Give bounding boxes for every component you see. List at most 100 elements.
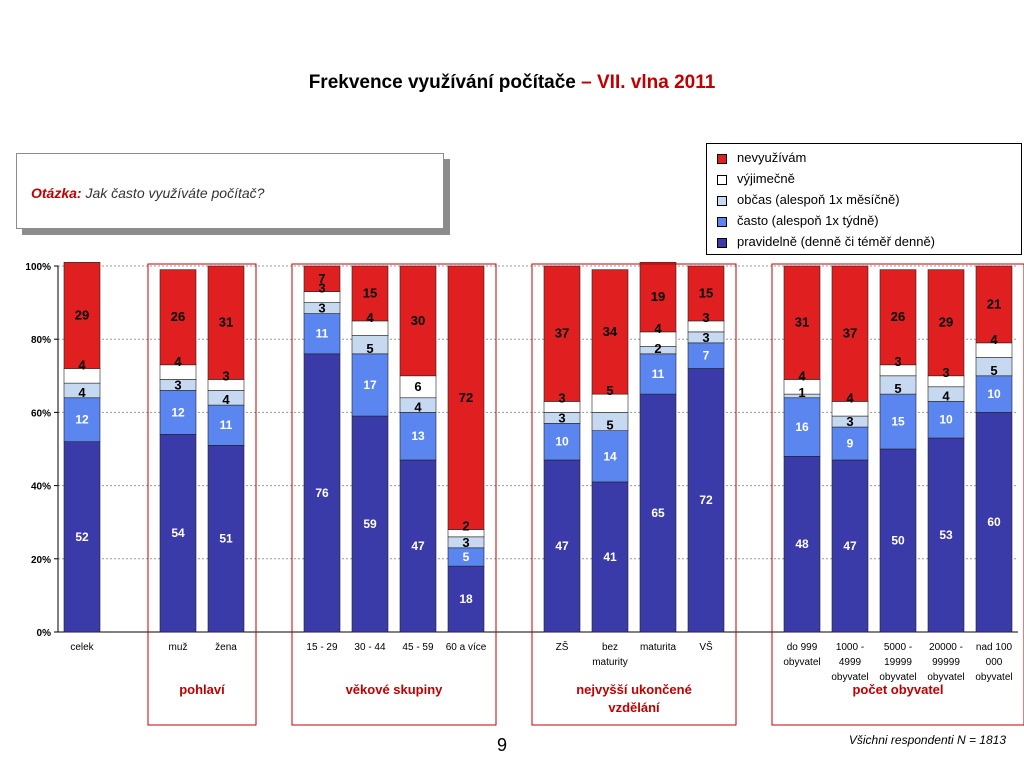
data-label: 52 — [75, 530, 89, 544]
data-label: 4 — [174, 354, 182, 369]
title-main: Frekvence využívání počítače — [308, 72, 576, 93]
bar-segment — [639, 393, 677, 633]
data-label: 54 — [171, 526, 185, 540]
bar-segment — [207, 404, 245, 446]
legend-label: občas (alespoň 1x měsíčně) — [737, 192, 900, 207]
category-label: 99999 — [932, 657, 960, 668]
category-label: ZŠ — [556, 640, 569, 653]
category-label: maturity — [592, 657, 628, 668]
bar-segment — [927, 401, 965, 439]
data-label: 4 — [414, 399, 422, 414]
data-label: 5 — [990, 363, 997, 378]
data-label: 15 — [699, 285, 713, 300]
data-label: 1 — [798, 385, 805, 400]
data-label: 5 — [606, 383, 613, 398]
slide-number: 9 — [497, 735, 508, 755]
data-label: 53 — [939, 528, 953, 542]
y-tick-label: 0% — [37, 628, 52, 639]
bar-segment — [687, 265, 725, 322]
data-label: 3 — [558, 390, 565, 405]
data-label: 65 — [651, 506, 665, 520]
data-label: 15 — [891, 415, 905, 429]
data-label: 2 — [654, 341, 661, 356]
data-label: 41 — [603, 550, 617, 564]
group-frame — [147, 263, 257, 726]
bar-segment — [399, 265, 437, 377]
category-label: 15 - 29 — [306, 642, 338, 653]
data-label: 4 — [78, 385, 86, 400]
bar-segment — [975, 412, 1013, 633]
data-label: 18 — [459, 592, 473, 606]
bar-segment — [783, 456, 821, 633]
title-accent: – VII. vlna 2011 — [581, 72, 716, 93]
data-label: 72 — [459, 390, 473, 405]
group-label: pohlaví — [179, 682, 225, 697]
data-label: 2 — [462, 519, 469, 534]
data-label: 3 — [702, 310, 709, 325]
y-tick-label: 40% — [31, 482, 51, 493]
y-tick-label: 20% — [31, 555, 51, 566]
data-label: 19 — [651, 289, 665, 304]
bar-segment — [927, 269, 965, 377]
bar-segment — [447, 265, 485, 530]
data-label: 59 — [363, 517, 377, 531]
category-label: celek — [70, 642, 94, 653]
group-label: věkové skupiny — [346, 682, 444, 697]
category-label: 30 - 44 — [354, 642, 386, 653]
data-label: 5 — [463, 550, 470, 564]
data-label: 7 — [318, 271, 325, 286]
legend-item: nevyužívám — [717, 148, 806, 168]
category-label: 4999 — [839, 657, 862, 668]
legend-swatch — [717, 175, 727, 185]
bar-segment — [879, 269, 917, 366]
category-label: 1000 - — [836, 642, 864, 653]
data-label: 34 — [603, 324, 618, 339]
data-label: 3 — [318, 281, 325, 296]
chart-title: Frekvence využívání počítače – VII. vlna… — [0, 72, 1024, 94]
data-label: 51 — [219, 532, 233, 546]
data-label: 5 — [366, 341, 373, 356]
stacked-bar-chart: 0%20%40%60%80%100%52124429celek54123426m… — [25, 262, 1024, 726]
category-label: 20000 - — [929, 642, 963, 653]
bar-segment — [639, 262, 677, 333]
category-label: maturita — [640, 642, 677, 653]
bar-segment — [783, 265, 821, 380]
bar-segment — [639, 353, 677, 395]
data-label: 4 — [942, 388, 950, 403]
bar-segment — [975, 375, 1013, 413]
legend-item: pravidelně (denně či téměř denně) — [717, 232, 935, 252]
data-label: 5 — [606, 418, 613, 433]
question-text: Jak často využíváte počítač? — [85, 185, 265, 201]
data-label: 47 — [411, 539, 425, 553]
bar-segment — [63, 441, 101, 633]
category-label: obyvatel — [831, 672, 868, 683]
data-label: 11 — [652, 367, 665, 381]
bar-segment — [159, 269, 197, 366]
bar-segment — [687, 368, 725, 633]
data-label: 31 — [795, 315, 809, 330]
data-label: 50 — [891, 534, 905, 548]
data-label: 17 — [363, 378, 377, 392]
data-label: 10 — [555, 435, 569, 449]
bar-segment — [399, 459, 437, 633]
group-frame — [531, 263, 737, 726]
data-label: 37 — [843, 326, 857, 341]
data-label: 72 — [699, 493, 713, 507]
bar-segment — [831, 265, 869, 402]
bar-segment — [351, 353, 389, 417]
group-label: vzdělání — [608, 700, 660, 715]
data-label: 6 — [414, 379, 421, 394]
bar-segment — [159, 434, 197, 633]
data-label: 11 — [220, 418, 233, 432]
bar-segment — [831, 459, 869, 633]
bar-segment — [63, 397, 101, 442]
category-label: bez — [602, 642, 618, 653]
bar-segment — [399, 412, 437, 461]
data-label: 3 — [558, 410, 565, 425]
data-label: 4 — [222, 392, 230, 407]
legend-swatch — [717, 154, 727, 164]
bar-segment — [447, 565, 485, 633]
category-label: žena — [215, 642, 237, 653]
legend-item: občas (alespoň 1x měsíčně) — [717, 190, 900, 210]
data-label: 3 — [846, 414, 853, 429]
